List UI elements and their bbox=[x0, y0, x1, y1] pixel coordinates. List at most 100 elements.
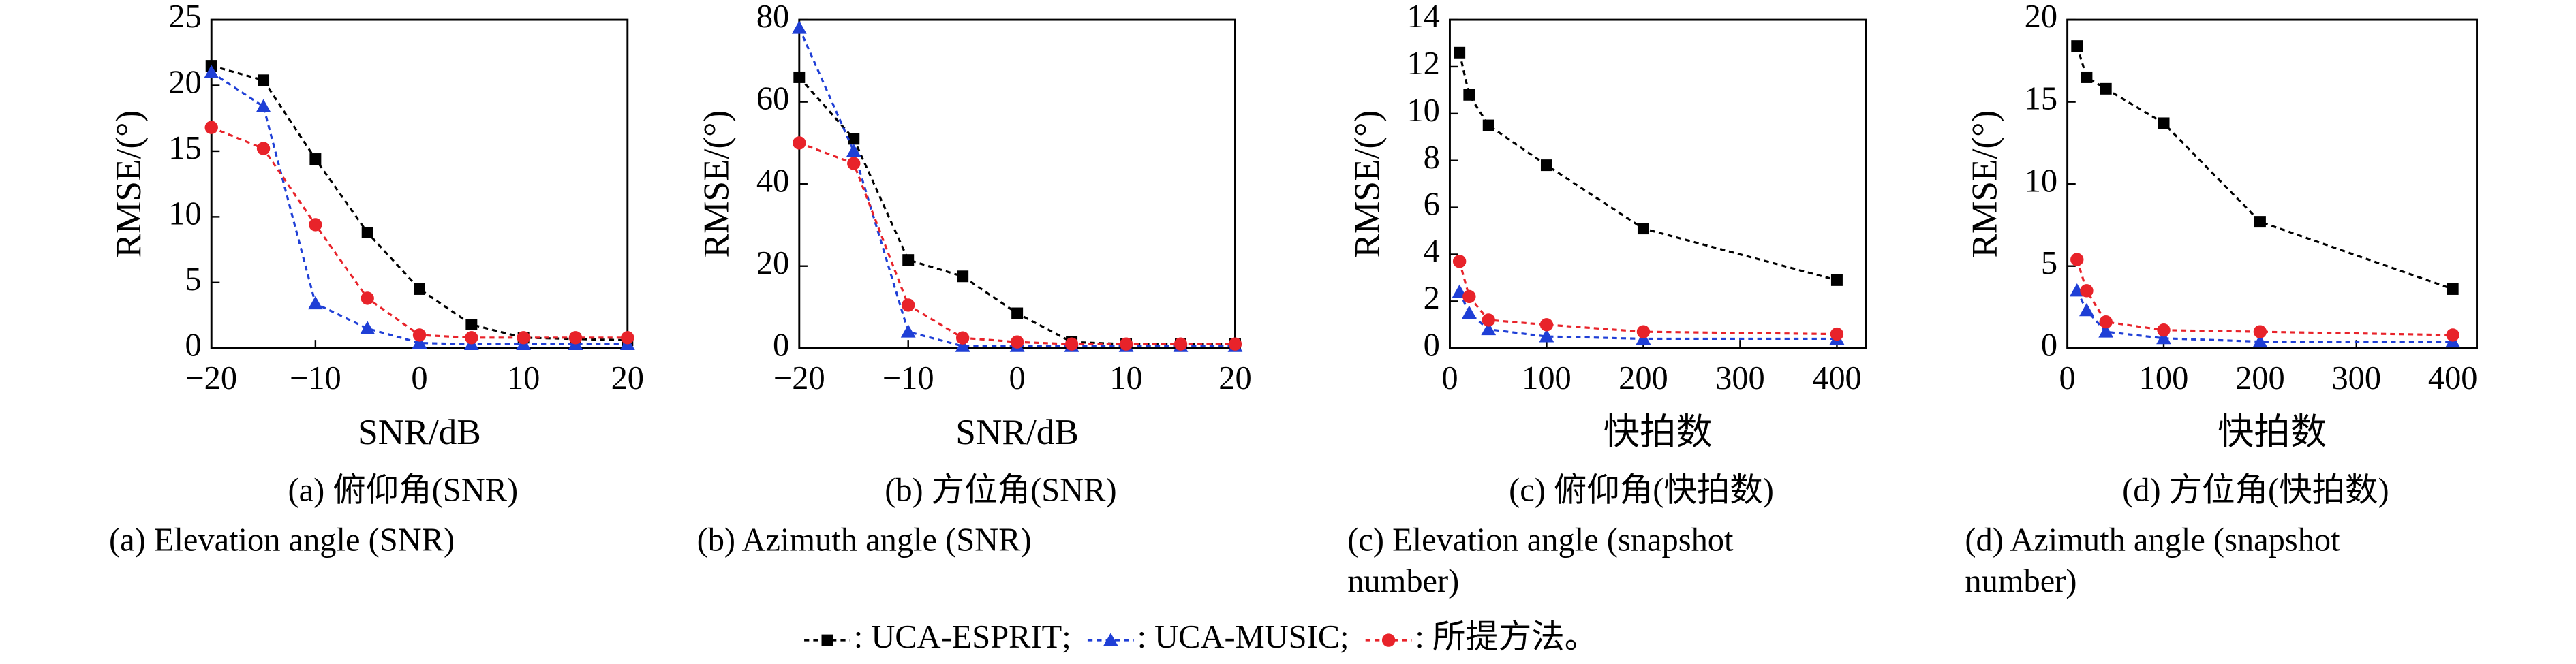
legend-name: UCA-MUSIC bbox=[1154, 619, 1340, 655]
legend-entry: : UCA-ESPRIT; bbox=[854, 619, 1071, 655]
y-tick-label: 20 bbox=[756, 245, 789, 281]
data-point bbox=[2070, 253, 2084, 266]
data-point bbox=[465, 319, 478, 331]
data-point bbox=[309, 218, 322, 232]
data-point bbox=[1540, 159, 1552, 172]
data-point bbox=[791, 20, 807, 34]
plot-frame bbox=[2066, 18, 2478, 349]
y-tick-label: 5 bbox=[2041, 245, 2057, 281]
y-tick-label: 15 bbox=[168, 130, 201, 166]
data-point bbox=[2100, 82, 2112, 95]
data-point bbox=[1539, 329, 1554, 343]
data-point bbox=[1830, 274, 1843, 286]
y-tick-label: 0 bbox=[773, 327, 789, 363]
data-point bbox=[204, 121, 218, 134]
data-point bbox=[412, 335, 427, 349]
y-tick-label: 10 bbox=[1407, 93, 1439, 129]
data-point bbox=[1452, 255, 1467, 268]
data-point bbox=[902, 254, 915, 266]
caption-en: number) bbox=[1347, 563, 1459, 599]
x-tick-label: −20 bbox=[773, 360, 825, 396]
data-point bbox=[957, 270, 969, 283]
series-line bbox=[2076, 46, 2453, 290]
data-point bbox=[256, 99, 271, 112]
x-tick-label: −10 bbox=[290, 360, 341, 396]
legend-marker bbox=[1103, 633, 1118, 646]
legend-colon: : bbox=[1415, 619, 1424, 655]
data-point bbox=[2098, 324, 2114, 338]
series-line bbox=[211, 126, 628, 339]
caption-en: (c) Elevation angle (snapshot bbox=[1347, 522, 1734, 558]
x-axis-label: SNR/dB bbox=[955, 412, 1079, 452]
x-tick-label: 0 bbox=[1441, 360, 1458, 396]
data-point bbox=[258, 74, 270, 86]
data-point bbox=[847, 157, 861, 170]
plot-frame bbox=[1448, 18, 1867, 349]
legend-entry: : 所提方法。 bbox=[1415, 619, 1597, 655]
data-point bbox=[2447, 283, 2459, 295]
y-tick-label: 6 bbox=[1424, 187, 1440, 223]
data-point bbox=[1011, 307, 1024, 319]
data-point bbox=[361, 291, 374, 305]
y-axis-label: RMSE/(°) bbox=[696, 110, 737, 258]
y-tick-label: 0 bbox=[2041, 327, 2057, 363]
y-axis-label: RMSE/(°) bbox=[1965, 110, 2005, 258]
x-axis-label: 快拍数 bbox=[2218, 412, 2327, 452]
data-point bbox=[1461, 305, 1477, 319]
data-point bbox=[1463, 89, 1475, 101]
data-point bbox=[517, 331, 530, 345]
series-line bbox=[211, 71, 628, 346]
y-tick-label: 25 bbox=[168, 0, 201, 35]
data-point bbox=[2254, 216, 2266, 228]
data-point bbox=[1482, 119, 1494, 131]
y-tick-label: 20 bbox=[2025, 0, 2057, 35]
data-point bbox=[793, 71, 806, 83]
y-tick-label: 40 bbox=[756, 163, 789, 199]
data-point bbox=[2252, 334, 2268, 348]
data-point bbox=[1010, 335, 1024, 349]
x-axis-label: SNR/dB bbox=[358, 412, 481, 452]
caption-en: (d) Azimuth angle (snapshot bbox=[1965, 522, 2340, 558]
series-line bbox=[1458, 52, 1837, 281]
x-tick-label: 0 bbox=[1009, 360, 1026, 396]
legend-colon: : bbox=[1137, 619, 1146, 655]
y-tick-label: 2 bbox=[1424, 280, 1440, 316]
x-tick-label: 300 bbox=[2331, 360, 2381, 396]
data-point bbox=[1064, 337, 1079, 351]
x-tick-label: 20 bbox=[1218, 360, 1251, 396]
data-point bbox=[309, 153, 322, 165]
data-point bbox=[2080, 284, 2094, 298]
data-point bbox=[955, 331, 970, 345]
caption-cn: (d) 方位角(快拍数) bbox=[2122, 473, 2389, 509]
data-point bbox=[414, 283, 426, 295]
y-tick-label: 8 bbox=[1424, 140, 1440, 176]
x-tick-label: 200 bbox=[1619, 360, 1668, 396]
y-axis-label: RMSE/(°) bbox=[1347, 110, 1387, 258]
legend-colon: : bbox=[854, 619, 863, 655]
y-tick-label: 80 bbox=[756, 0, 789, 35]
data-point bbox=[1228, 337, 1242, 351]
series-line bbox=[1458, 261, 1837, 336]
series-line bbox=[798, 27, 1236, 347]
y-tick-label: 14 bbox=[1407, 0, 1439, 35]
x-tick-label: −10 bbox=[883, 360, 934, 396]
data-point bbox=[1174, 337, 1188, 351]
legend-separator: ; bbox=[1340, 619, 1349, 655]
data-point bbox=[2157, 323, 2171, 337]
x-tick-label: 20 bbox=[611, 360, 644, 396]
data-point bbox=[621, 331, 634, 345]
caption-en: number) bbox=[1965, 563, 2076, 599]
data-point bbox=[412, 328, 427, 342]
caption-en: (b) Azimuth angle (SNR) bbox=[697, 522, 1032, 558]
data-point bbox=[793, 136, 806, 150]
y-axis-label: RMSE/(°) bbox=[108, 110, 149, 258]
data-point bbox=[204, 65, 219, 78]
data-point bbox=[2081, 71, 2093, 83]
data-point bbox=[2071, 40, 2083, 52]
data-point bbox=[1637, 223, 1649, 235]
data-point bbox=[1462, 289, 1476, 304]
data-point bbox=[256, 142, 271, 155]
y-tick-label: 20 bbox=[168, 65, 201, 101]
